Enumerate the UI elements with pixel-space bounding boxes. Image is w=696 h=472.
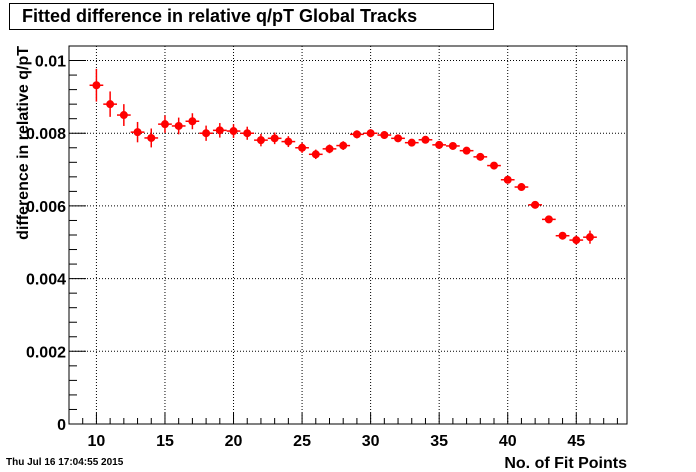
x-tick-label: 20 xyxy=(225,433,243,450)
point-marker xyxy=(476,152,485,161)
x-tick-label: 25 xyxy=(293,433,311,450)
point-marker xyxy=(256,136,265,145)
data-point xyxy=(185,113,200,130)
y-tick-label: 0.004 xyxy=(26,272,66,289)
point-marker xyxy=(160,120,169,129)
data-series xyxy=(89,68,597,245)
data-point xyxy=(144,128,159,148)
data-point xyxy=(116,104,131,126)
y-tick-label: 0.002 xyxy=(26,344,66,361)
data-point xyxy=(171,117,186,135)
plot-frame xyxy=(68,45,628,425)
data-point xyxy=(404,138,419,147)
data-point xyxy=(418,135,433,144)
data-point xyxy=(459,146,474,155)
data-point xyxy=(500,175,515,184)
data-point xyxy=(158,115,172,133)
point-marker xyxy=(92,81,101,90)
x-tick-label: 15 xyxy=(156,433,174,450)
point-marker xyxy=(215,126,224,135)
data-point xyxy=(555,231,570,240)
data-point xyxy=(528,200,542,209)
point-marker xyxy=(352,130,361,139)
data-point xyxy=(363,129,378,138)
x-tick-label: 45 xyxy=(567,433,585,450)
x-tick-label: 30 xyxy=(362,433,380,450)
point-marker xyxy=(339,141,348,150)
point-marker xyxy=(544,215,553,224)
data-point xyxy=(377,131,392,140)
y-axis-title: difference in relative q/pT xyxy=(15,46,32,240)
point-marker xyxy=(229,127,238,136)
point-marker xyxy=(558,231,567,240)
data-point xyxy=(226,124,241,138)
point-marker xyxy=(133,128,142,137)
data-point xyxy=(199,125,213,141)
data-point xyxy=(281,136,296,148)
data-point xyxy=(308,149,323,160)
data-point xyxy=(103,91,117,117)
timestamp: Thu Jul 16 17:04:55 2015 xyxy=(6,457,124,468)
axis-ticks xyxy=(68,45,618,425)
point-marker xyxy=(380,131,389,140)
point-marker xyxy=(462,146,471,155)
point-marker xyxy=(243,129,252,138)
data-point xyxy=(130,121,145,143)
point-marker xyxy=(421,135,430,144)
y-tick-label: 0.006 xyxy=(26,199,66,216)
point-marker xyxy=(298,143,307,152)
point-marker xyxy=(188,117,197,126)
x-tick-label: 35 xyxy=(430,433,448,450)
data-point xyxy=(432,140,447,149)
point-marker xyxy=(202,129,211,138)
point-marker xyxy=(394,134,403,143)
data-point xyxy=(240,126,255,140)
point-marker xyxy=(407,138,416,147)
point-marker xyxy=(517,183,526,192)
chart-title: Fitted difference in relative q/pT Globa… xyxy=(22,6,418,26)
x-tick-label: 40 xyxy=(499,433,517,450)
data-point xyxy=(350,130,364,139)
data-point xyxy=(514,183,529,192)
y-tick-label: 0.01 xyxy=(35,54,66,71)
data-point xyxy=(254,133,268,147)
point-marker xyxy=(325,144,334,153)
point-marker xyxy=(366,129,375,138)
y-tick-label: 0.008 xyxy=(26,126,66,143)
point-marker xyxy=(119,111,128,120)
data-point xyxy=(473,152,488,161)
point-marker xyxy=(572,236,581,245)
data-point xyxy=(267,132,282,145)
y-tick-label: 0 xyxy=(57,417,66,434)
point-marker xyxy=(490,161,499,170)
point-marker xyxy=(503,175,512,184)
data-point xyxy=(391,134,405,143)
point-marker xyxy=(531,200,540,209)
data-point xyxy=(336,141,351,150)
data-point xyxy=(541,215,556,224)
point-marker xyxy=(585,233,594,242)
point-marker xyxy=(284,137,293,146)
data-point xyxy=(583,230,597,244)
x-tick-label: 10 xyxy=(88,433,106,450)
data-point xyxy=(322,144,337,154)
point-marker xyxy=(270,134,279,143)
point-marker xyxy=(106,100,115,109)
point-marker xyxy=(174,121,183,130)
data-point xyxy=(89,68,104,102)
data-point xyxy=(487,161,501,170)
point-marker xyxy=(311,150,320,159)
point-marker xyxy=(448,141,457,150)
point-marker xyxy=(435,140,444,149)
point-marker xyxy=(147,133,156,142)
grid-lines xyxy=(69,46,627,425)
data-point xyxy=(569,235,584,245)
chart-title-box: Fitted difference in relative q/pT Globa… xyxy=(9,3,494,30)
data-point xyxy=(446,141,460,150)
x-axis-title: No. of Fit Points xyxy=(504,455,627,472)
data-point xyxy=(295,142,309,153)
tick-labels: 10 15 20 25 30 35 40 45 0 0.002 0.004 0.006 0.008 0.0… xyxy=(26,54,585,450)
data-point xyxy=(212,123,227,138)
